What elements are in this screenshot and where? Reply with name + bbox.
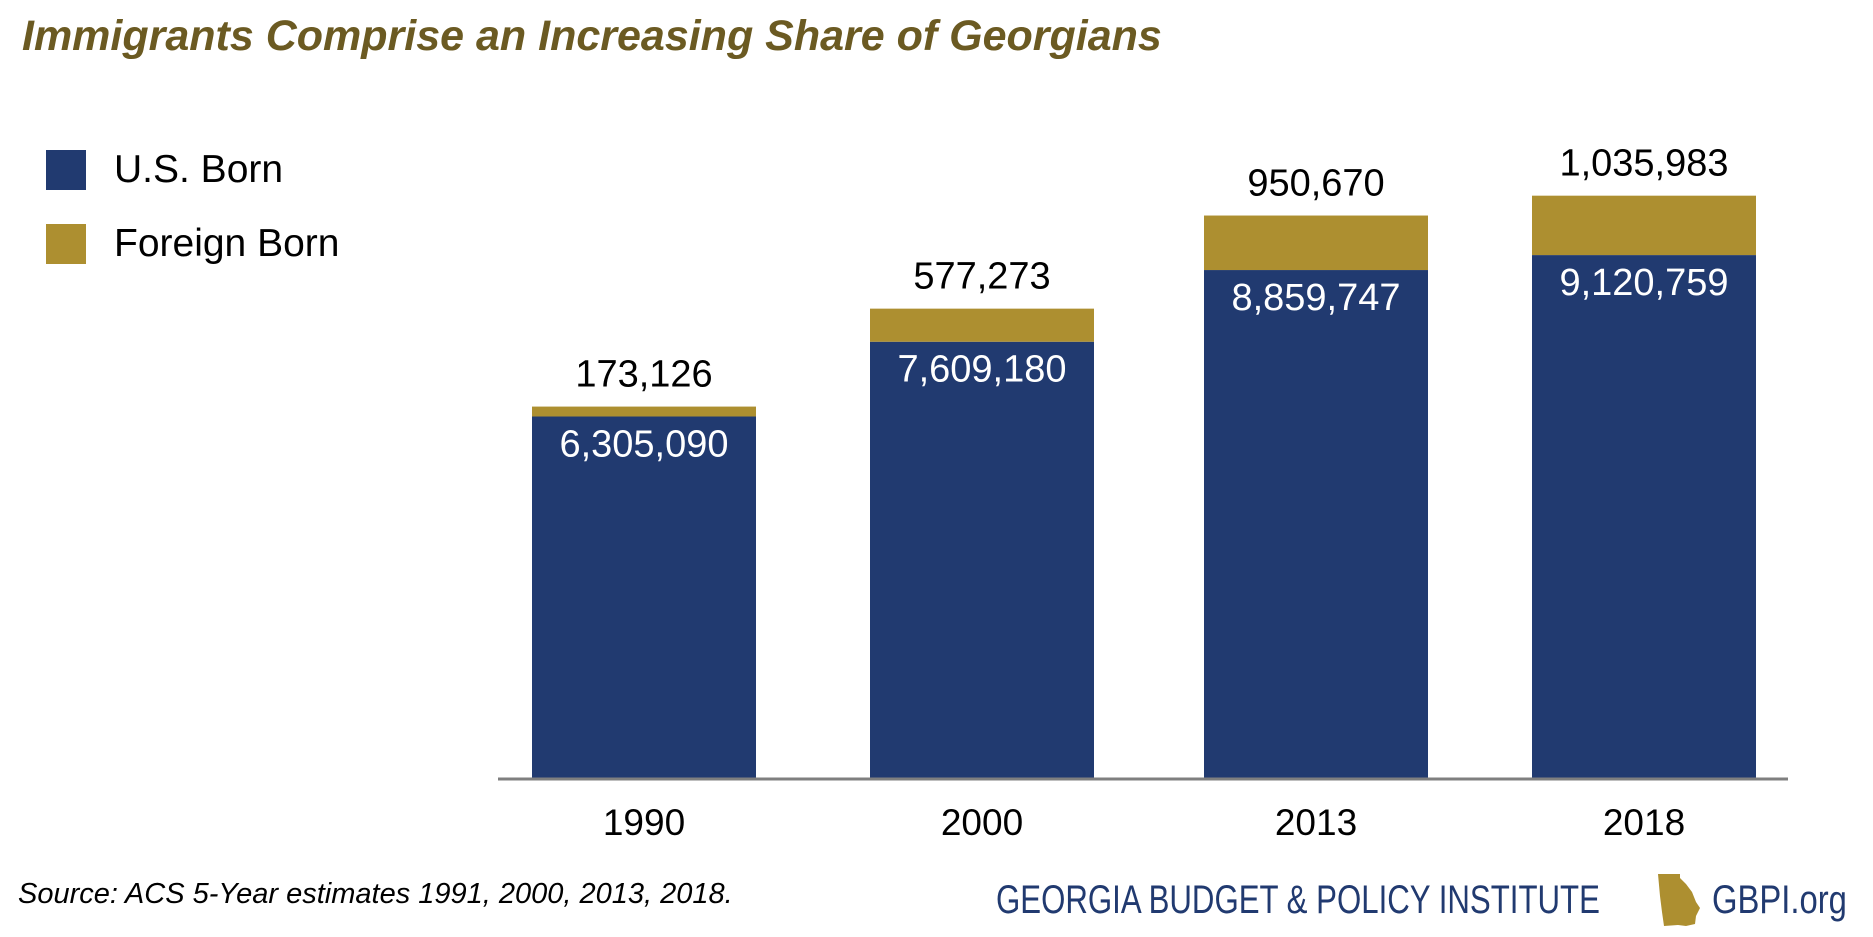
georgia-map-icon — [1658, 874, 1700, 926]
data-label-us-born-1990: 6,305,090 — [559, 424, 728, 466]
bar-foreign-born-2018 — [1532, 195, 1756, 256]
data-label-us-born-2013: 8,859,747 — [1231, 277, 1400, 319]
x-tick-label-2000: 2000 — [941, 802, 1023, 843]
data-label-foreign-born-2000: 577,273 — [913, 256, 1050, 298]
legend-swatch-us-born — [46, 150, 86, 190]
data-label-foreign-born-1990: 173,126 — [575, 354, 712, 396]
bar-us-born-1990 — [532, 416, 756, 778]
x-tick-label-2013: 2013 — [1275, 802, 1357, 843]
bar-us-born-2013 — [1204, 270, 1428, 778]
legend-label-foreign-born: Foreign Born — [114, 222, 340, 265]
source-note: Source: ACS 5-Year estimates 1991, 2000,… — [18, 878, 733, 910]
legend-item-us-born: U.S. Born — [46, 148, 283, 192]
x-tick-label-1990: 1990 — [603, 802, 685, 843]
bar-foreign-born-1990 — [532, 406, 756, 417]
bar-foreign-born-2000 — [870, 308, 1094, 342]
data-label-foreign-born-2013: 950,670 — [1247, 163, 1384, 205]
bar-foreign-born-2013 — [1204, 215, 1428, 271]
logo-url: GBPI.org — [1712, 877, 1847, 922]
bar-us-born-2000 — [870, 341, 1094, 778]
x-tick-label-2018: 2018 — [1603, 802, 1685, 843]
gbpi-logo: GEORGIA BUDGET & POLICY INSTITUTE GBPI.o… — [996, 872, 1873, 928]
chart-title: Immigrants Comprise an Increasing Share … — [22, 12, 1162, 60]
legend-swatch-foreign-born — [46, 224, 86, 264]
data-label-us-born-2000: 7,609,180 — [897, 349, 1066, 391]
logo-org-name: GEORGIA BUDGET & POLICY INSTITUTE — [996, 877, 1600, 922]
bar-us-born-2018 — [1532, 255, 1756, 778]
data-label-us-born-2018: 9,120,759 — [1559, 262, 1728, 304]
legend-item-foreign-born: Foreign Born — [46, 222, 339, 266]
data-label-foreign-born-2018: 1,035,983 — [1559, 143, 1728, 185]
legend-label-us-born: U.S. Born — [114, 148, 284, 191]
